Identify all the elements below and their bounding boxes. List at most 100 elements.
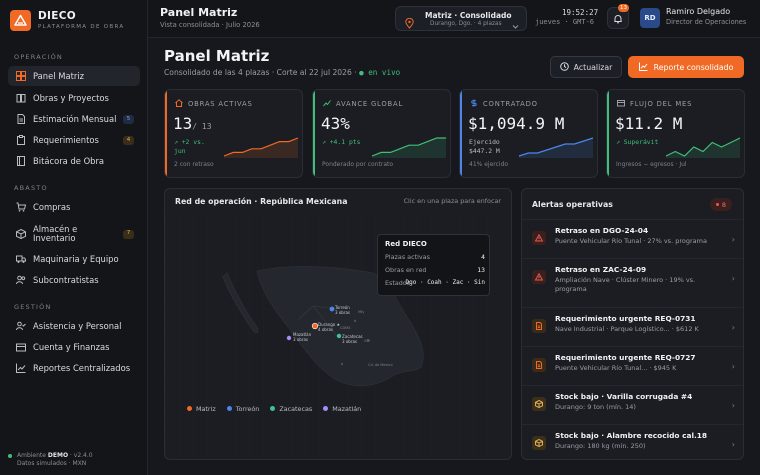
sidebar-item-label: Panel Matriz (33, 71, 85, 81)
legend-item[interactable]: Torreón (226, 405, 259, 413)
kpi-card-contratado[interactable]: CONTRATADO $1,094.9 M Ejercido $447.2 M 4… (459, 89, 598, 178)
users-icon (16, 275, 26, 285)
chevron-right-icon: › (731, 274, 735, 283)
sidebar-item-almacen[interactable]: Almacén e Inventario 7 (8, 221, 140, 247)
kpi-delta-line2: $447.2 M (469, 147, 500, 155)
kpi-label-text: AVANCE GLOBAL (336, 100, 404, 108)
kpi-value: $11.2 M (615, 114, 683, 133)
clock-icon (559, 61, 569, 73)
home-icon (175, 99, 183, 109)
alert-title: Stock bajo · Alambre recocido cal.18 (555, 431, 708, 440)
city-marker (340, 362, 344, 366)
clock-day: jueves · GMT-6 (535, 18, 595, 26)
user-role: Director de Operaciones (666, 18, 747, 26)
alerts-title: Alertas operativas (532, 200, 613, 209)
alert-item[interactable]: Retraso en ZAC-24-09 Ampliación Nave · C… (522, 258, 743, 306)
kpi-card-avance[interactable]: AVANCE GLOBAL 43% ↗ +4.1 pts Ponderado p… (312, 89, 451, 178)
tooltip-title: Red DIECO (385, 240, 427, 248)
alert-title: Retraso en ZAC-24-09 (555, 265, 647, 274)
sidebar-item-label: Maquinaria y Equipo (33, 254, 119, 264)
user-check-icon (16, 321, 26, 331)
refresh-button[interactable]: Actualizar (550, 56, 622, 78)
sidebar-item-obras[interactable]: Obras y Proyectos (8, 88, 140, 108)
baja-peninsula (222, 272, 259, 333)
city-marker (366, 338, 370, 342)
plaza-marker-torreon[interactable] (329, 306, 335, 312)
sidebar-item-subcontratistas[interactable]: Subcontratistas (8, 270, 140, 290)
sidebar-item-label: Almacén e Inventario (33, 223, 78, 243)
legend-item[interactable]: Matriz (187, 405, 216, 413)
alert-title: Requerimiento urgente REQ-0731 (555, 314, 696, 323)
kpi-value-number: 13 (173, 114, 193, 133)
plaza-selector[interactable]: Matriz · Consolidado Durango, Dgo. · 4 p… (395, 6, 527, 31)
kpi-delta: ↗ +4.1 pts (322, 138, 361, 146)
legend-dot (323, 406, 329, 411)
consolidated-report-button[interactable]: Reporte consolidado (628, 56, 744, 78)
alert-item[interactable]: Requerimiento urgente REQ-0731 Nave Indu… (522, 307, 743, 345)
kpi-card-obras[interactable]: OBRAS ACTIVAS 13/ 13 ↗ +2 vs. jun 2 con r… (164, 89, 303, 178)
brand[interactable]: DIECO PLATAFORMA DE OBRA (10, 10, 124, 31)
box-icon (16, 229, 26, 239)
kpi-sparkline (665, 137, 741, 158)
kpi-delta-line1: +4.1 pts (329, 138, 361, 146)
network-tooltip: Red DIECO Plazas activas 4 Obras en red 13… (377, 234, 490, 296)
alert-item[interactable]: Requerimiento urgente REQ-0727 Puente Ve… (522, 346, 743, 384)
plaza-label-mazatlan: Mazatlán 3 obras (293, 332, 311, 342)
legend-item[interactable]: Mazatlán (323, 405, 361, 413)
map-title: Red de operación · República Mexicana (175, 197, 348, 206)
sidebar-item-asistencia[interactable]: Asistencia y Personal (8, 316, 140, 336)
mexico-landmass (256, 266, 424, 387)
alert-description: Nave Industrial · Parque Logístico... · … (555, 325, 699, 333)
route-line (312, 305, 338, 337)
sidebar-item-finanzas[interactable]: Cuenta y Finanzas (8, 337, 140, 357)
plaza-marker-mazatlan[interactable] (286, 335, 292, 341)
chevron-right-icon: › (731, 235, 735, 244)
truck-icon (16, 254, 26, 264)
legend-item[interactable]: Zacatecas (270, 405, 312, 413)
legend-dot (226, 406, 232, 411)
sidebar-item-maquinaria[interactable]: Maquinaria y Equipo (8, 249, 140, 269)
plaza-name: Zacatecas (342, 334, 363, 339)
legend-label: Zacatecas (279, 405, 313, 413)
environment-info: Ambiente DEMO · v2.4.0 Datos simulados ·… (8, 452, 93, 468)
notebook-icon (16, 156, 26, 166)
legend-label: Matriz (196, 405, 216, 413)
plaza-name: Durango ★ (318, 322, 341, 327)
alert-item[interactable]: Stock bajo · Alambre recocido cal.18 Dur… (522, 424, 743, 459)
chevron-right-icon: › (731, 440, 735, 449)
tooltip-row-label: Obras en red (385, 266, 427, 274)
tooltip-row-label: Plazas activas (385, 253, 430, 261)
clipboard-icon (16, 135, 26, 145)
sidebar-item-reportes[interactable]: Reportes Centralizados (8, 358, 140, 378)
alert-item[interactable]: Stock bajo · Varilla corrugada #4 Durang… (522, 385, 743, 423)
sidebar-item-label: Estimación Mensual (33, 114, 117, 124)
topbar-subtitle: Vista consolidada · Julio 2026 (160, 21, 260, 29)
plaza-marker-zacatecas[interactable] (336, 333, 342, 339)
sidebar-item-requerimientos[interactable]: Requerimientos 4 (8, 130, 140, 150)
topbar: Panel Matriz Vista consolidada · Julio 2… (148, 0, 760, 38)
sidebar-item-estimacion[interactable]: Estimación Mensual 5 (8, 109, 140, 129)
plaza-sub: 3 obras (342, 339, 357, 344)
kpi-delta: ↗ +2 vs. jun (174, 138, 205, 155)
tooltip-row-label: Estados (385, 279, 411, 287)
sidebar-item-bitacora[interactable]: Bitácora de Obra (8, 151, 140, 171)
env-data-note: Datos simulados · MXN (17, 460, 87, 467)
sidebar-item-label: Cuenta y Finanzas (33, 342, 110, 352)
tooltip-row: Estados Dgo · Coah · Zac · Sin (385, 279, 485, 287)
sidebar-item-label: Reportes Centralizados (33, 363, 131, 373)
chart-icon (16, 363, 26, 373)
plaza-marker-durango[interactable] (311, 322, 319, 330)
chart-up-icon (638, 62, 648, 73)
sparkline-area (666, 138, 740, 158)
kpi-card-flujo[interactable]: FLUJO DEL MES $11.2 M ↗ Superávit Ingres… (606, 89, 745, 178)
sidebar-item-compras[interactable]: Compras (8, 197, 140, 217)
alerts-count: 8 (721, 200, 727, 209)
kpi-delta: ↗ Superávit (616, 138, 659, 146)
user-name[interactable]: Ramiro Delgado (666, 7, 731, 16)
alert-item[interactable]: Retraso en DGO-24-04 Puente Vehicular Rí… (522, 219, 743, 257)
kpi-value: 43% (321, 114, 350, 133)
plaza-sub: 3 obras (335, 310, 350, 315)
sidebar-item-panel-matriz[interactable]: Panel Matriz (8, 66, 140, 86)
avatar[interactable]: RD (640, 8, 660, 28)
